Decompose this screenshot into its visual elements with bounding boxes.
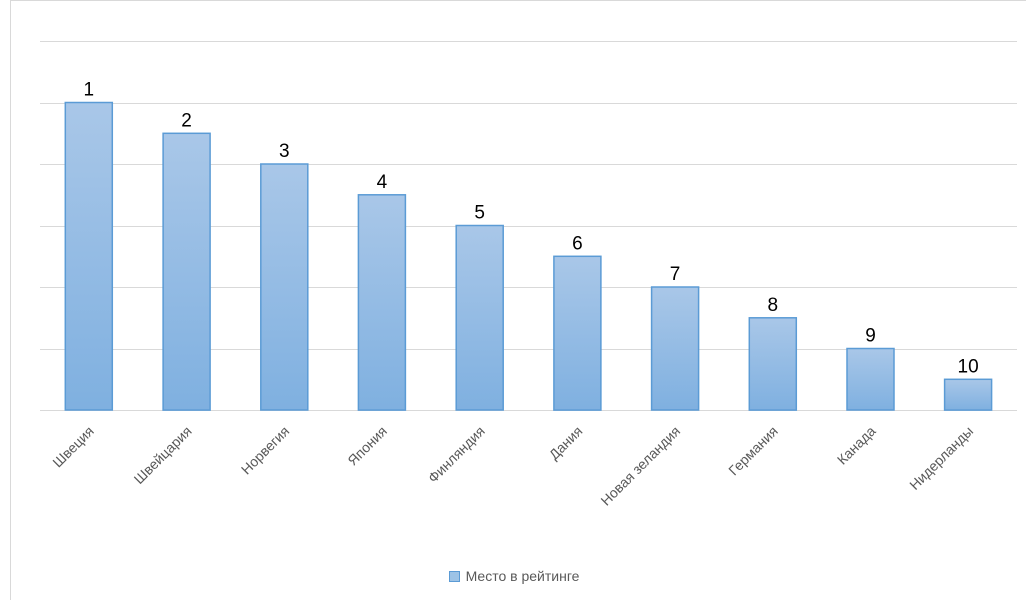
data-label: 4 (377, 172, 388, 193)
data-label: 6 (572, 233, 583, 254)
bar (260, 163, 309, 411)
x-tick-label: Новая зеландия (597, 423, 683, 509)
data-label: 5 (474, 203, 485, 224)
chart-frame (10, 0, 1026, 600)
data-label: 2 (181, 110, 192, 131)
data-labels: 1 2 3 4 5 6 7 8 9 10 (84, 80, 979, 378)
x-tick-label: Дания (546, 423, 586, 463)
bar (357, 194, 407, 411)
x-tick-label: Нидерланды (906, 423, 976, 493)
x-tick-label: Германия (725, 423, 781, 479)
bar (64, 101, 114, 411)
data-label: 1 (84, 80, 95, 101)
bar (943, 378, 993, 411)
bar (553, 255, 602, 411)
bar (650, 286, 700, 411)
legend-label: Место в рейтинге (465, 568, 580, 584)
x-tick-label: Финляндия (425, 423, 488, 486)
legend: Место в рейтинге (0, 568, 1028, 584)
data-label: 10 (958, 356, 979, 377)
bar (748, 317, 798, 411)
x-tick-label: Швеция (49, 423, 97, 471)
bars (64, 101, 993, 411)
data-label: 7 (670, 264, 681, 285)
legend-swatch (448, 570, 460, 582)
x-tick-label: Япония (344, 423, 390, 469)
bar (846, 347, 895, 411)
x-tick-label: Норвегия (238, 423, 293, 478)
x-tick-label: Канада (834, 423, 879, 468)
x-tick-label: Швейцария (131, 423, 195, 487)
x-axis-tick-labels: Швеция Швейцария Норвегия Япония Финляндия Да… (49, 423, 976, 509)
bar (162, 132, 211, 411)
data-label: 3 (279, 141, 290, 162)
data-label: 9 (865, 326, 876, 347)
bar (455, 224, 504, 411)
data-label: 8 (768, 295, 779, 316)
